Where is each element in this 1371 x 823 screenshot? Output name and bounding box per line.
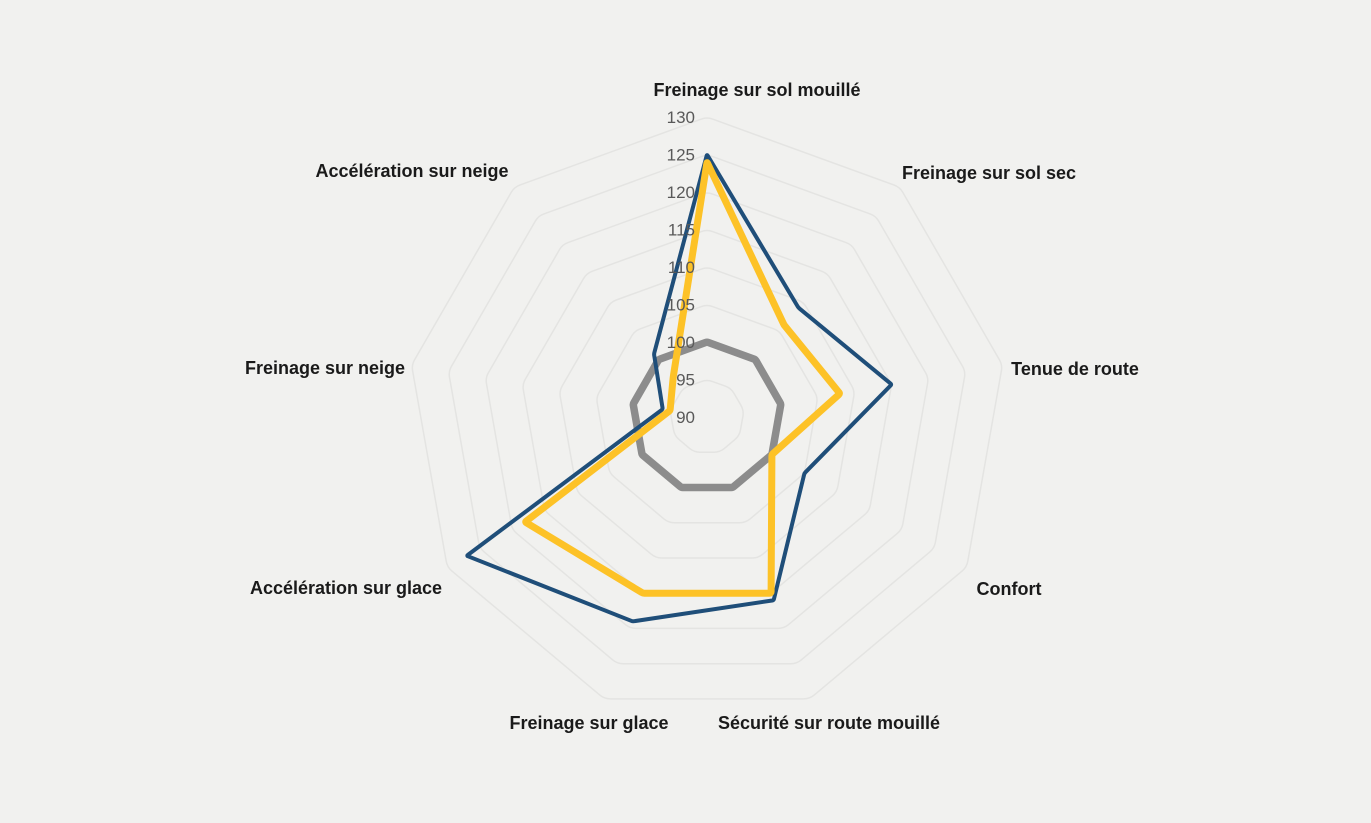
reference-grey-line xyxy=(629,338,785,492)
axis-label-0: Freinage sur sol mouillé xyxy=(653,80,860,100)
grid-ring-110 xyxy=(559,267,855,559)
axis-label-3: Confort xyxy=(977,579,1042,599)
axis-label-7: Freinage sur neige xyxy=(245,358,405,378)
axis-label-2: Tenue de route xyxy=(1011,359,1139,379)
series-blue-line xyxy=(465,153,894,624)
grid-ring-120 xyxy=(485,192,929,630)
tick-label-130: 130 xyxy=(667,108,695,127)
grid-ring-130 xyxy=(411,117,1003,700)
tick-label-125: 125 xyxy=(667,146,695,165)
tick-label-110: 110 xyxy=(668,258,695,277)
tick-label-115: 115 xyxy=(668,221,695,240)
grid-ring-115 xyxy=(522,229,892,594)
tick-label-90: 90 xyxy=(676,408,695,427)
axis-label-6: Accélération sur glace xyxy=(250,578,442,598)
axis-label-5: Freinage sur glace xyxy=(509,713,668,733)
tick-label-95: 95 xyxy=(676,371,695,390)
axis-label-1: Freinage sur sol sec xyxy=(902,163,1076,183)
series-yellow-line xyxy=(522,159,843,597)
tick-label-100: 100 xyxy=(667,333,695,352)
grid-ring-125 xyxy=(448,154,966,665)
grid-ring-105 xyxy=(596,304,818,524)
tick-label-105: 105 xyxy=(667,296,695,315)
axis-label-8: Accélération sur neige xyxy=(315,161,508,181)
axis-label-4: Sécurité sur route mouillé xyxy=(718,713,940,733)
tick-label-120: 120 xyxy=(667,183,695,202)
